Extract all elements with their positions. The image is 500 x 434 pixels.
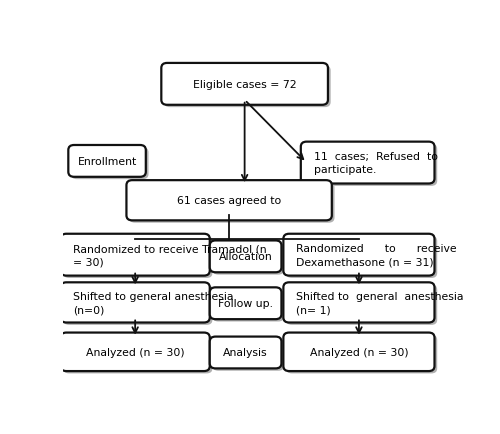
Text: Analyzed (n = 30): Analyzed (n = 30) xyxy=(86,347,184,357)
FancyBboxPatch shape xyxy=(64,335,212,374)
FancyBboxPatch shape xyxy=(210,241,282,273)
Text: Enrollment: Enrollment xyxy=(78,157,136,167)
FancyBboxPatch shape xyxy=(286,335,437,374)
Text: 11  cases;  Refused  to
participate.: 11 cases; Refused to participate. xyxy=(314,151,438,175)
Text: Allocation: Allocation xyxy=(218,252,272,262)
FancyBboxPatch shape xyxy=(162,64,328,105)
FancyBboxPatch shape xyxy=(60,234,210,276)
FancyBboxPatch shape xyxy=(60,283,210,323)
FancyBboxPatch shape xyxy=(304,145,437,187)
FancyBboxPatch shape xyxy=(129,183,334,223)
FancyBboxPatch shape xyxy=(286,285,437,325)
Text: Shifted to  general  anesthesia
(n= 1): Shifted to general anesthesia (n= 1) xyxy=(296,291,464,314)
FancyBboxPatch shape xyxy=(212,290,284,322)
FancyBboxPatch shape xyxy=(71,148,148,180)
Text: Analyzed (n = 30): Analyzed (n = 30) xyxy=(310,347,408,357)
FancyBboxPatch shape xyxy=(126,181,332,221)
Text: Randomized to receive Tramadol (n
= 30): Randomized to receive Tramadol (n = 30) xyxy=(74,243,267,266)
FancyBboxPatch shape xyxy=(64,237,212,278)
Text: Analysis: Analysis xyxy=(224,348,268,358)
FancyBboxPatch shape xyxy=(210,288,282,319)
Text: Eligible cases = 72: Eligible cases = 72 xyxy=(193,80,296,90)
FancyBboxPatch shape xyxy=(212,339,284,371)
FancyBboxPatch shape xyxy=(164,66,330,108)
FancyBboxPatch shape xyxy=(210,337,282,368)
FancyBboxPatch shape xyxy=(68,146,146,178)
FancyBboxPatch shape xyxy=(60,333,210,371)
FancyBboxPatch shape xyxy=(301,142,434,184)
FancyBboxPatch shape xyxy=(284,234,434,276)
FancyBboxPatch shape xyxy=(284,333,434,371)
FancyBboxPatch shape xyxy=(64,285,212,325)
Text: Shifted to general anesthesia
(n=0): Shifted to general anesthesia (n=0) xyxy=(74,291,234,314)
FancyBboxPatch shape xyxy=(286,237,437,278)
FancyBboxPatch shape xyxy=(212,243,284,275)
FancyBboxPatch shape xyxy=(284,283,434,323)
Text: 61 cases agreed to: 61 cases agreed to xyxy=(177,196,281,206)
Text: Randomized      to      receive
Dexamethasone (n = 31): Randomized to receive Dexamethasone (n =… xyxy=(296,243,457,266)
Text: Follow up.: Follow up. xyxy=(218,299,273,309)
